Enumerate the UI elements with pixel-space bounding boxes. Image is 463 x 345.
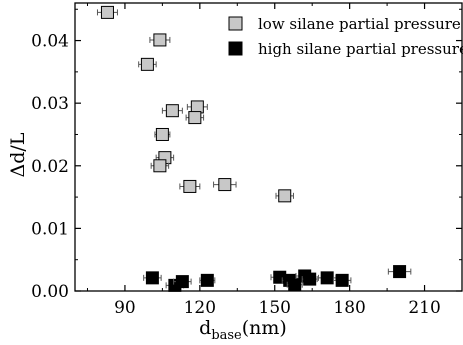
data-point-low [278,189,292,203]
data-point-high [320,271,334,285]
y-axis-label: Δd/L [7,132,29,177]
x-axis-label: dbase(nm) [199,317,287,343]
data-point-low [183,179,197,193]
data-point-low [218,178,232,192]
legend-label-low: low silane partial pressure [258,15,461,33]
data-point-high [303,272,317,286]
plot-frame [74,2,463,292]
data-point-low [188,111,202,125]
data-point-high [145,271,159,285]
data-point-high [335,273,349,287]
y-tick-label: 0.03 [31,94,69,114]
axes [74,2,463,292]
data-point-low [165,104,179,118]
data-point-low [153,159,167,173]
data-point-high [393,265,407,279]
legend-marker-high [228,41,243,56]
legend-label-high: high silane partial pressure [258,40,463,58]
y-tick-label: 0.02 [31,157,69,177]
y-tick-label: 0.01 [31,219,69,239]
data-points [96,5,412,292]
x-tick-label: 90 [114,298,136,318]
x-tick-label: 180 [333,298,365,318]
data-point-high [200,273,214,287]
legend-marker-low [228,16,243,31]
data-point-low [155,127,169,141]
data-point-high [288,278,302,292]
x-axis-label-main: d [199,317,211,339]
x-tick-label: 210 [408,298,440,318]
data-point-low [153,33,167,47]
x-tick-label: 150 [259,298,291,318]
data-point-high [175,275,189,289]
x-tick-label: 120 [184,298,216,318]
data-point-low [100,5,114,19]
data-point-low [140,57,154,71]
x-axis-label-unit: (nm) [242,317,287,339]
y-tick-label: 0.04 [31,32,69,52]
y-tick-label: 0.00 [31,282,69,302]
x-axis-label-sub: base [211,328,242,343]
ticks: 90 120 150 180 210 0.00 0.01 0.02 0.03 0.04 [31,3,463,318]
legend: low silane partial pressure high silane … [228,15,463,58]
